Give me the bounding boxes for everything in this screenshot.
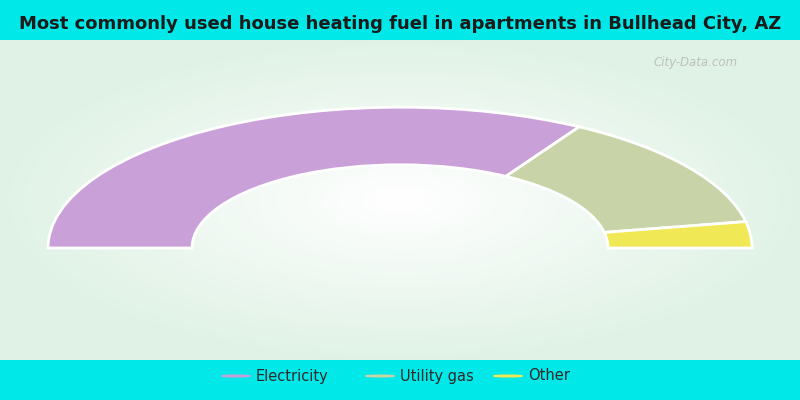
Text: Utility gas: Utility gas <box>400 368 474 384</box>
Wedge shape <box>48 107 579 248</box>
Circle shape <box>222 375 250 377</box>
Text: Electricity: Electricity <box>256 368 329 384</box>
Wedge shape <box>604 222 752 248</box>
Text: Most commonly used house heating fuel in apartments in Bullhead City, AZ: Most commonly used house heating fuel in… <box>19 15 781 33</box>
Text: Other: Other <box>528 368 570 384</box>
Wedge shape <box>506 127 746 232</box>
Circle shape <box>366 375 394 377</box>
Circle shape <box>494 375 522 377</box>
Text: City-Data.com: City-Data.com <box>654 56 738 69</box>
